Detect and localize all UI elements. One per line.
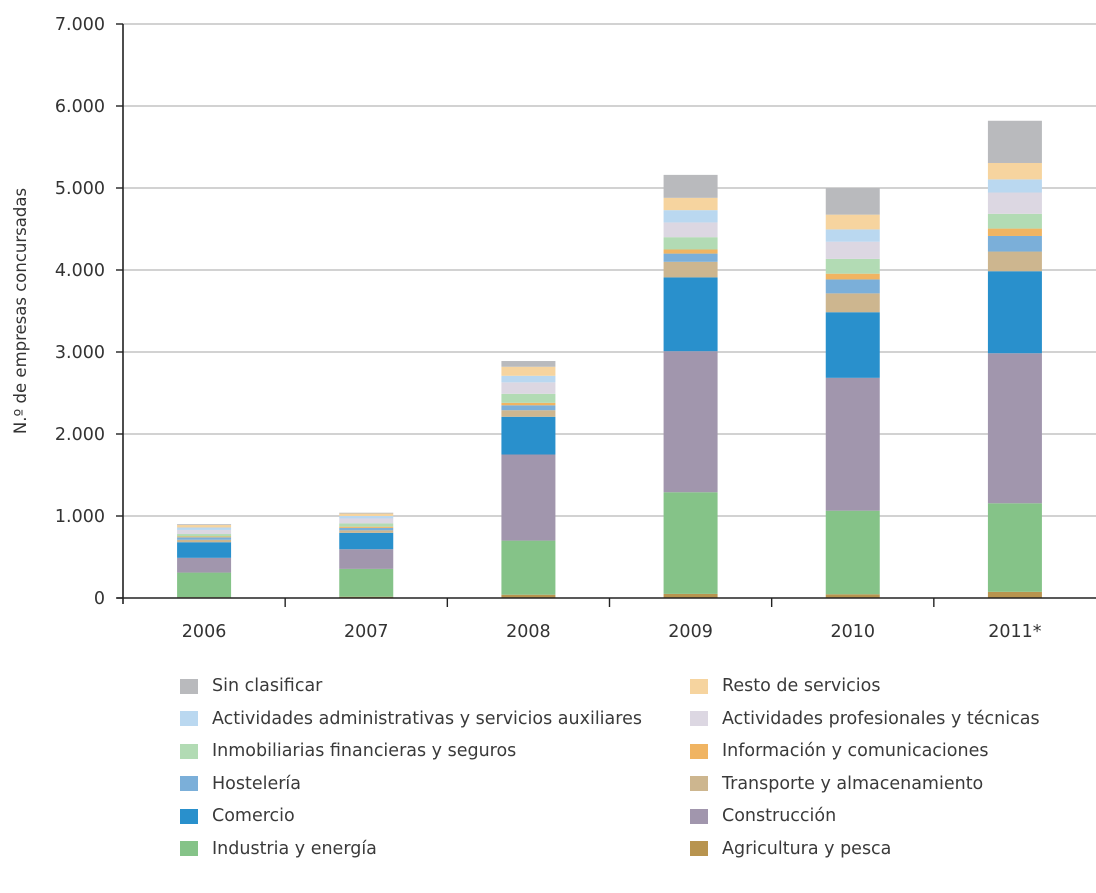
bar-segment <box>663 222 718 238</box>
bar-segment <box>663 197 718 211</box>
x-tick-label: 2011* <box>988 622 1042 642</box>
bar-segment <box>177 539 232 543</box>
bar-segment <box>987 271 1042 354</box>
y-tick-label: 7.000 <box>55 15 105 35</box>
bar-segment <box>501 382 556 394</box>
bar-segment <box>663 261 718 278</box>
x-tick-label: 2008 <box>506 622 551 642</box>
bar-segment <box>663 351 718 493</box>
bar-segment <box>825 273 880 280</box>
bar-segment <box>825 594 880 598</box>
bar-segment <box>501 405 556 411</box>
bar-segment <box>501 366 556 376</box>
bar-segment <box>663 174 718 198</box>
bar-segment <box>177 536 232 538</box>
x-tick-label: 2010 <box>830 622 875 642</box>
bar-segment <box>177 529 232 535</box>
bar-segment <box>339 516 394 519</box>
bar-segment <box>177 534 232 537</box>
bar-segment <box>177 537 232 540</box>
bar-segment <box>177 572 232 598</box>
bar-segment <box>825 279 880 294</box>
bar-segment <box>501 454 556 541</box>
bar-segment <box>825 188 880 215</box>
bar-segment <box>177 542 232 558</box>
bar-segment <box>987 162 1042 180</box>
bar-segment <box>987 213 1042 229</box>
bar-segment <box>501 410 556 417</box>
x-tick-label: 2009 <box>668 622 713 642</box>
bar-segment <box>663 210 718 223</box>
bar-segment <box>987 251 1042 272</box>
bar-segment <box>825 312 880 378</box>
bar-segment <box>825 241 880 259</box>
x-tick-label: 2006 <box>182 622 227 642</box>
bar-segment <box>663 237 718 250</box>
bar-segment <box>663 593 718 598</box>
bar-segment <box>501 416 556 455</box>
bar-segment <box>339 530 394 533</box>
bar-segment <box>987 591 1042 598</box>
bar-segment <box>501 375 556 383</box>
bar-segment <box>987 235 1042 252</box>
bar-segment <box>501 402 556 406</box>
y-tick-label: 1.000 <box>55 507 105 527</box>
bar-segment <box>501 393 556 403</box>
bar-segment <box>825 229 880 242</box>
bar-segment <box>663 492 718 594</box>
y-tick-label: 3.000 <box>55 343 105 363</box>
bar-segment <box>339 512 394 514</box>
bar-segment <box>339 513 394 516</box>
bar-segment <box>825 214 880 230</box>
bar-segment <box>339 518 394 524</box>
bar-segment <box>339 568 394 597</box>
bar-segment <box>339 526 394 528</box>
bar-segment <box>663 253 718 262</box>
bar-segment <box>177 525 232 528</box>
bar-segment <box>987 192 1042 214</box>
bar-segment <box>987 179 1042 193</box>
x-tick-label: 2007 <box>344 622 389 642</box>
bar-segment <box>501 540 556 595</box>
y-tick-label: 6.000 <box>55 97 105 117</box>
y-axis-title: N.º de empresas concursadas <box>11 188 30 434</box>
bar-segment <box>987 353 1042 504</box>
bar-segment <box>501 361 556 367</box>
bar-segment <box>339 532 394 550</box>
y-tick-label: 5.000 <box>55 179 105 199</box>
y-tick-label: 4.000 <box>55 261 105 281</box>
bar-segment <box>663 249 718 254</box>
bar-segment <box>177 524 232 526</box>
bar-segment <box>663 277 718 352</box>
bar-segment <box>339 549 394 569</box>
y-tick-label: 0 <box>94 589 105 609</box>
bar-segment <box>825 293 880 313</box>
bar-segment <box>825 510 880 595</box>
bar-segment <box>501 594 556 598</box>
bar-segment <box>825 377 880 511</box>
bar-segment <box>339 527 394 531</box>
bar-segment <box>987 120 1042 163</box>
bar-segment <box>339 523 394 527</box>
bar-segment <box>987 503 1042 592</box>
bar-segment <box>987 228 1042 236</box>
bar-segment <box>825 258 880 274</box>
bar-segment <box>177 527 232 530</box>
y-tick-label: 2.000 <box>55 425 105 445</box>
bar-segment <box>177 557 232 573</box>
